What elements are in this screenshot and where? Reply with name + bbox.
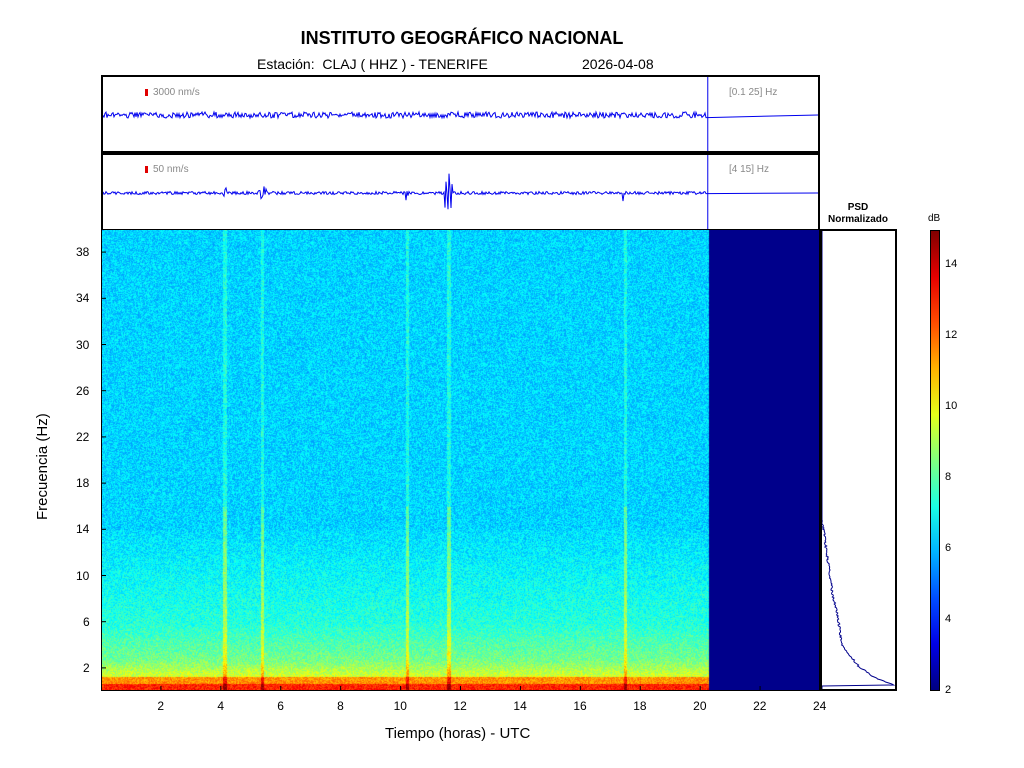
y-tick-label: 6 [83,614,90,629]
y-tick-label: 38 [76,245,90,260]
amplitude-scale-bar [145,89,148,96]
y-axis-label: Frecuencia (Hz) [34,413,51,520]
y-tick-label: 2 [83,660,90,675]
x-tick-label: 6 [277,699,284,713]
filtered-trace [103,155,818,229]
band-label: [4 15] Hz [729,164,770,175]
spectrogram-canvas [102,230,819,690]
x-tick-label: 4 [217,699,225,713]
y-tick-label: 18 [76,476,90,491]
broadband-trace [103,77,818,151]
y-tick-label: 30 [76,337,90,352]
amplitude-label: 50 nm/s [153,164,189,175]
psd-title-line2: Normalizado [827,214,888,225]
x-tick-label: 14 [513,699,527,713]
psd-title: PSD Normalizado [820,202,896,226]
filtered-trace-panel [101,153,820,231]
station-label: Estación: CLAJ ( HHZ ) - TENERIFE [257,56,488,72]
x-axis-label: Tiempo (horas) - UTC [385,725,531,742]
colorbar-tick-label: 8 [945,471,952,484]
broadband-trace-panel [101,75,820,153]
colorbar-tick-label: 12 [945,329,958,342]
y-tick-label: 34 [76,291,90,306]
psd-line [822,231,895,689]
amplitude-label: 3000 nm/s [153,87,200,98]
page-title: INSTITUTO GEOGRÁFICO NACIONAL [300,28,624,48]
x-tick-label: 16 [573,699,587,713]
spectrogram-plot [101,229,820,691]
x-tick-label: 18 [633,699,647,713]
x-tick-label: 12 [453,699,467,713]
y-tick-label: 22 [76,429,90,444]
amplitude-scale-bar [145,166,148,173]
x-tick-label: 2 [157,699,165,713]
psd-curve [822,231,895,689]
y-tick-label: 14 [76,522,90,537]
colorbar [930,230,940,691]
x-tick-label: 22 [753,699,767,713]
psd-title-line1: PSD [847,202,869,213]
colorbar-tick-label: 14 [945,258,958,271]
colorbar-tick-label: 4 [945,613,952,626]
trace-line [103,110,818,120]
colorbar-tick-label: 6 [945,542,952,555]
colorbar-tick-label: 10 [945,400,958,413]
x-tick-label: 8 [337,699,344,713]
colorbar-tick-label: 2 [945,684,952,696]
x-tick-label: 20 [693,699,707,713]
x-tick-label: 10 [393,699,407,713]
colorbar-unit: dB [928,213,941,224]
trace-line [103,173,818,210]
y-tick-label: 26 [76,383,90,398]
date-label: 2026-04-08 [582,56,654,72]
band-label: [0.1 25] Hz [729,87,778,98]
y-tick-label: 10 [76,568,90,583]
x-tick-label: 24 [813,699,827,713]
psd-panel [820,229,897,691]
